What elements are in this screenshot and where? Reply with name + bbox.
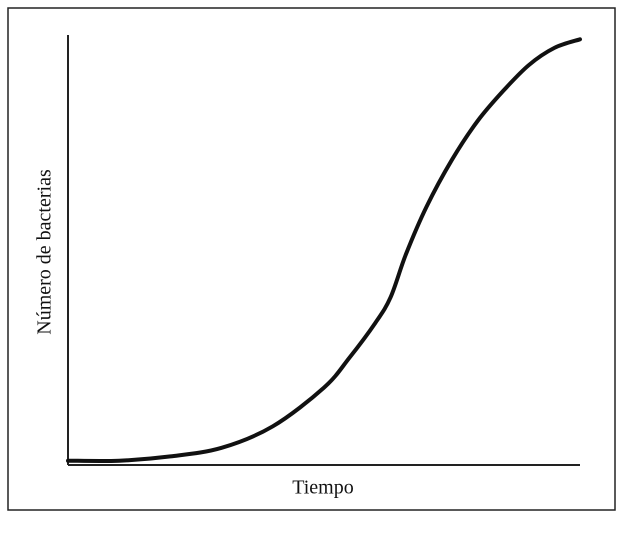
growth-curve (66, 37, 582, 464)
y-axis-label: Número de bacterias (34, 169, 56, 335)
frame (7, 7, 616, 511)
x-axis-label: Tiempo (292, 477, 354, 499)
